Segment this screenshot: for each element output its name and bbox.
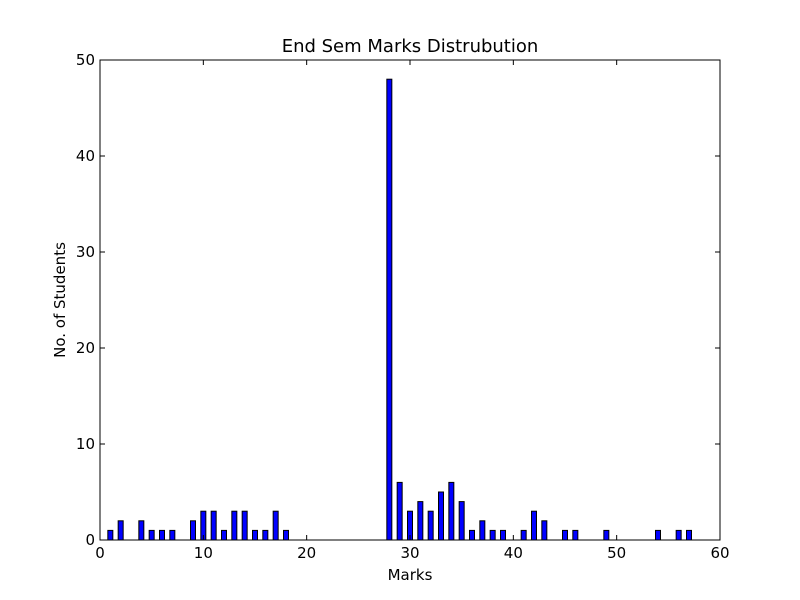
bar-41 (520, 529, 527, 541)
bar-42 (531, 510, 537, 541)
bar-14 (241, 510, 248, 541)
bar-49 (603, 529, 610, 541)
bar-18 (283, 529, 289, 541)
ticks-group: 0 10 20 30 40 50 60 0 10 20 30 40 50 (76, 51, 730, 562)
bar-38 (489, 529, 496, 541)
bar-28 (386, 78, 393, 541)
x-tick-label-50: 50 (607, 544, 626, 562)
bar-13 (231, 510, 238, 541)
bar-57 (686, 529, 692, 541)
y-axis-label: No. of Students (51, 242, 69, 358)
chart-title: End Sem Marks Distrubution (282, 36, 539, 57)
bar-39 (500, 529, 506, 541)
bar-15 (252, 529, 258, 541)
bar-6 (159, 529, 165, 541)
x-tick-label-60: 60 (710, 544, 729, 562)
y-tick-label-50: 50 (76, 51, 95, 69)
bar-43 (541, 520, 548, 541)
x-tick-label-40: 40 (504, 544, 523, 562)
bar-17 (272, 510, 279, 541)
bar-12 (221, 529, 227, 541)
bar-56 (675, 529, 682, 541)
y-tick-label-10: 10 (76, 435, 95, 453)
bar-11 (210, 510, 217, 541)
bar-5 (148, 529, 155, 541)
bar-31 (417, 501, 424, 541)
bar-2 (117, 520, 124, 541)
bar-54 (655, 529, 661, 541)
x-axis-label: Marks (388, 566, 433, 584)
bar-4 (138, 520, 145, 541)
bars-group (107, 78, 692, 541)
bar-46 (572, 529, 579, 541)
x-tick-label-0: 0 (95, 544, 105, 562)
bar-29 (396, 481, 403, 541)
bar-9 (190, 520, 196, 541)
x-tick-label-10: 10 (194, 544, 213, 562)
x-tick-label-30: 30 (400, 544, 419, 562)
bar-34 (448, 481, 455, 541)
bar-36 (469, 529, 475, 541)
bar-37 (479, 520, 486, 541)
y-tick-label-20: 20 (76, 339, 95, 357)
bar-33 (438, 491, 444, 541)
plot-frame (99, 59, 721, 541)
y-tick-label-0: 0 (85, 531, 95, 549)
y-tick-label-40: 40 (76, 147, 95, 165)
y-tick-label-30: 30 (76, 243, 95, 261)
bar-7 (169, 529, 176, 541)
bar-45 (562, 529, 568, 541)
bar-16 (262, 529, 269, 541)
bar-35 (458, 501, 465, 541)
bar-32 (427, 510, 434, 541)
bar-1 (107, 529, 114, 541)
x-tick-label-20: 20 (297, 544, 316, 562)
